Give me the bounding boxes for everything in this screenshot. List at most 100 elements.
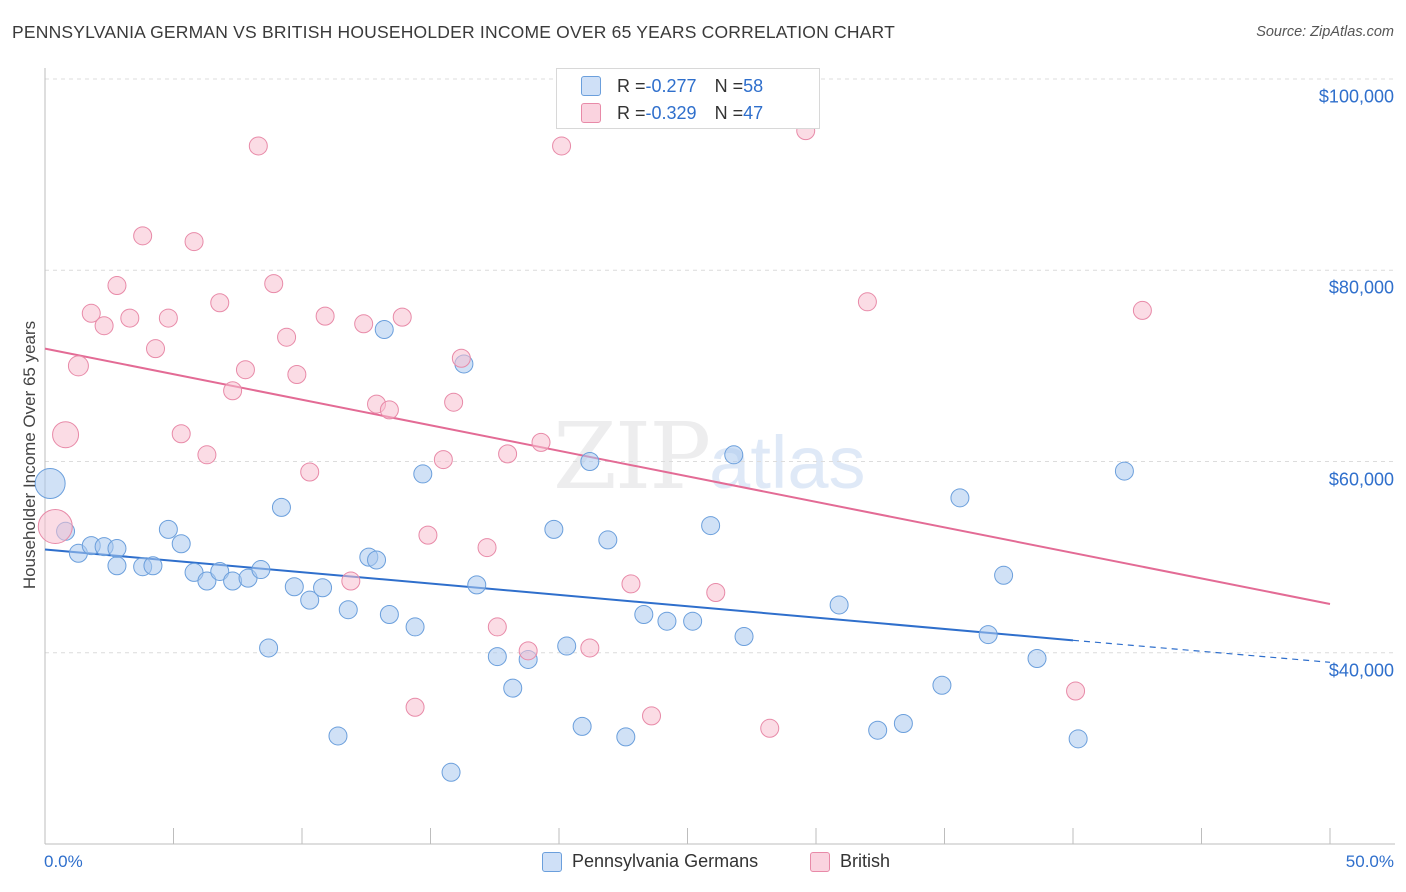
point-pennsylvania-germans	[724, 445, 744, 465]
point-british	[552, 136, 572, 156]
point-pennsylvania-germans	[634, 605, 654, 624]
point-british	[197, 445, 217, 465]
stats-swatch-pink	[581, 103, 601, 123]
point-pennsylvania-germans	[657, 611, 677, 631]
point-pennsylvania-germans	[367, 550, 387, 570]
stats-swatch-blue	[581, 76, 601, 96]
point-pennsylvania-germans	[34, 467, 66, 499]
point-pennsylvania-germans	[1114, 461, 1134, 481]
stats-row-pennsylvania-germans: R = -0.277 N = 58	[581, 73, 763, 99]
data-points	[34, 121, 1152, 782]
point-british	[498, 444, 518, 464]
point-pennsylvania-germans	[893, 714, 913, 734]
trend-line-extension	[1072, 639, 1331, 663]
point-pennsylvania-germans	[300, 590, 320, 610]
y-tick-label: $100,000	[1318, 86, 1394, 107]
point-pennsylvania-germans	[598, 530, 618, 550]
point-british	[477, 538, 497, 558]
point-pennsylvania-germans	[572, 716, 592, 736]
point-british	[760, 718, 780, 738]
point-british	[580, 638, 600, 658]
point-pennsylvania-germans	[544, 519, 564, 539]
point-pennsylvania-germans	[580, 452, 600, 471]
point-british	[287, 364, 307, 384]
watermark: ZIPatlas	[553, 403, 865, 510]
point-british	[67, 355, 89, 377]
point-british	[621, 574, 641, 594]
point-pennsylvania-germans	[950, 488, 970, 508]
point-pennsylvania-germans	[441, 762, 461, 782]
legend-swatch-blue	[542, 851, 562, 872]
series-legend: Pennsylvania Germans British	[0, 851, 1406, 879]
point-british	[341, 571, 361, 591]
point-pennsylvania-germans	[503, 678, 523, 698]
point-pennsylvania-germans	[994, 565, 1014, 585]
point-british	[94, 316, 114, 336]
point-pennsylvania-germans	[223, 571, 243, 591]
point-british	[235, 360, 255, 380]
point-pennsylvania-germans	[616, 727, 636, 747]
point-british	[518, 641, 538, 661]
point-british	[405, 697, 425, 717]
point-pennsylvania-germans	[197, 571, 217, 591]
chart-title: PENNSYLVANIA GERMAN VS BRITISH HOUSEHOLD…	[12, 22, 895, 42]
point-pennsylvania-germans	[413, 464, 433, 484]
watermark-zip: ZIP	[553, 403, 711, 510]
point-pennsylvania-germans	[210, 561, 230, 581]
y-tick-label: $80,000	[1328, 277, 1394, 298]
point-british	[354, 314, 374, 334]
point-british	[451, 348, 471, 368]
axes	[44, 68, 1395, 845]
point-pennsylvania-germans	[868, 720, 888, 740]
point-british	[1066, 681, 1086, 701]
point-british	[171, 424, 191, 444]
point-pennsylvania-germans	[251, 560, 271, 580]
point-british	[133, 226, 153, 246]
point-pennsylvania-germans	[143, 556, 163, 576]
point-british	[418, 525, 438, 545]
point-british	[857, 292, 877, 312]
point-british	[379, 400, 399, 420]
legend-item-pennsylvania-germans[interactable]: Pennsylvania Germans	[542, 851, 758, 872]
point-pennsylvania-germans	[374, 320, 394, 340]
legend-swatch-pink	[810, 851, 830, 872]
point-pennsylvania-germans	[829, 595, 849, 615]
point-pennsylvania-germans	[338, 600, 358, 620]
point-pennsylvania-germans	[271, 497, 291, 517]
point-british	[392, 307, 412, 327]
point-pennsylvania-germans	[1068, 729, 1088, 749]
stats-r-label: R =	[617, 75, 646, 96]
stats-r-value: -0.277	[645, 75, 697, 96]
legend-item-british[interactable]: British	[810, 851, 890, 872]
point-british	[120, 308, 140, 328]
point-british	[433, 450, 453, 470]
point-pennsylvania-germans	[978, 625, 998, 645]
point-british	[300, 462, 320, 482]
point-pennsylvania-germans	[107, 556, 127, 576]
stats-n-label: N =	[714, 75, 744, 96]
point-pennsylvania-germans	[734, 626, 754, 646]
point-pennsylvania-germans	[1027, 648, 1047, 668]
point-pennsylvania-germans	[701, 516, 721, 536]
point-pennsylvania-germans	[328, 726, 348, 746]
point-british	[1132, 300, 1152, 320]
point-british	[107, 276, 127, 296]
point-british	[210, 293, 230, 313]
point-pennsylvania-germans	[467, 575, 487, 595]
trend-line-pennsylvania-germans	[44, 548, 1074, 642]
point-british	[277, 327, 297, 347]
point-pennsylvania-germans	[487, 647, 507, 667]
point-british	[706, 583, 726, 603]
point-british	[37, 509, 73, 545]
point-british	[264, 274, 284, 294]
legend-label: Pennsylvania Germans	[572, 851, 759, 871]
point-pennsylvania-germans	[259, 638, 279, 658]
point-british	[248, 136, 268, 156]
point-pennsylvania-germans	[171, 534, 191, 554]
point-british	[642, 706, 662, 726]
point-british	[315, 306, 335, 326]
point-pennsylvania-germans	[405, 617, 425, 637]
point-pennsylvania-germans	[557, 636, 577, 656]
y-axis-label: Householder Income Over 65 years	[20, 320, 39, 590]
